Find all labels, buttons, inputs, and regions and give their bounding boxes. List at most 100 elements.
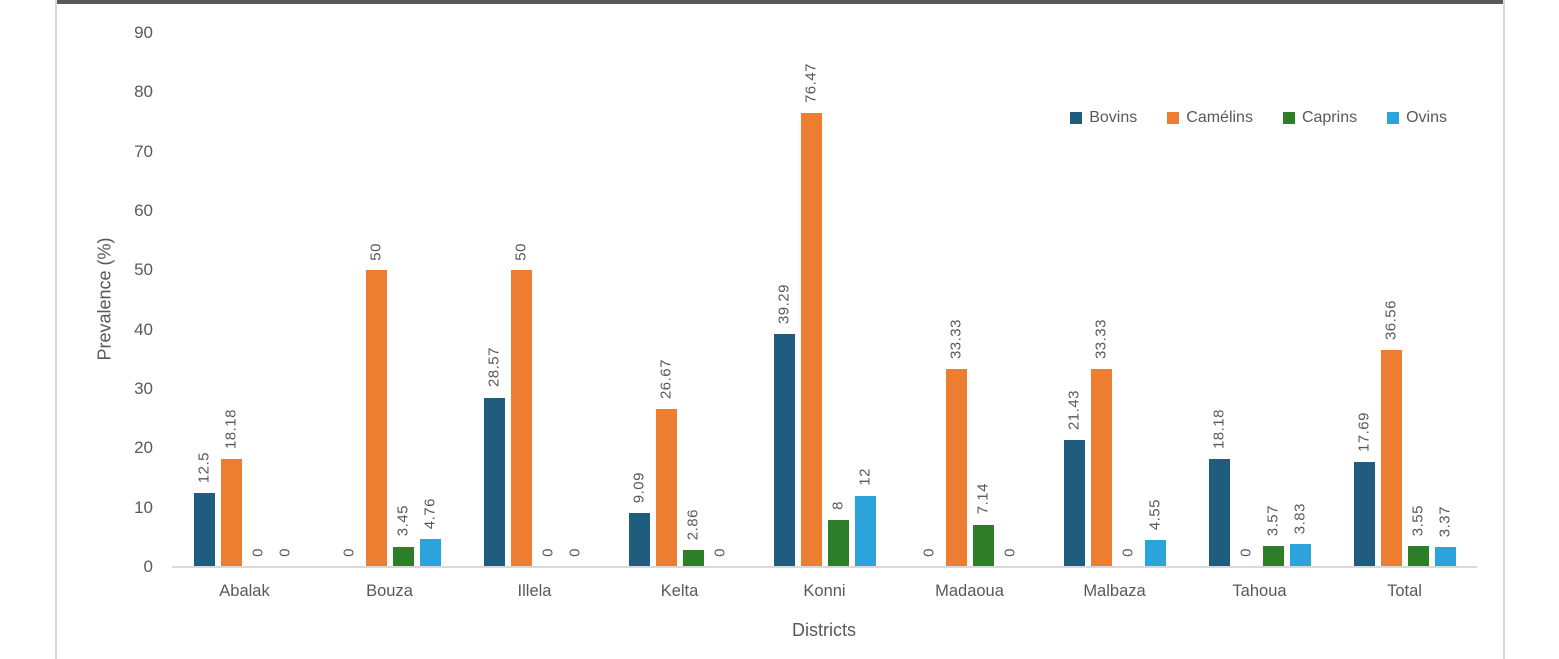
x-tick-label-total: Total [1387, 582, 1422, 600]
legend-item-ovins: Ovins [1387, 109, 1447, 127]
legend-swatch-icon [1167, 112, 1180, 124]
bar-slot: 76.47 [800, 0, 822, 567]
y-tick-label: 80 [134, 82, 153, 102]
data-label: 3.83 [1291, 503, 1309, 535]
data-label: 50 [512, 242, 530, 261]
figure-top-border [55, 0, 1505, 4]
bar-group-abalak: 12.5 18.18 0 0 [193, 0, 296, 567]
data-label: 0 [276, 548, 294, 557]
bar-caprins-bouza [392, 546, 414, 567]
bar-slot: 21.43 [1063, 0, 1085, 567]
data-label: 36.56 [1382, 300, 1400, 341]
bar-slot: 7.14 [972, 0, 994, 567]
y-tick-label: 20 [134, 438, 153, 458]
data-label: 2.86 [684, 508, 702, 541]
data-label: 0 [249, 548, 267, 557]
y-tick-label: 50 [134, 260, 153, 280]
legend-label: Ovins [1406, 109, 1447, 126]
bar-slot: 3.83 [1289, 0, 1311, 567]
bar-group-malbaza: 21.43 33.33 0 4.55 [1063, 0, 1166, 567]
bar-slot: 50 [510, 0, 532, 567]
data-label: 33.33 [1092, 319, 1110, 360]
data-label: 0 [1237, 548, 1255, 557]
bar-camélins-abalak [220, 459, 242, 567]
y-tick-label: 30 [134, 379, 153, 398]
data-label: 18.18 [222, 409, 240, 450]
bar-group-kelta: 9.09 26.67 2.86 0 [628, 0, 731, 567]
data-label: 3.55 [1409, 504, 1427, 536]
data-label: 33.33 [947, 319, 965, 360]
bar-slot: 39.29 [773, 0, 795, 567]
y-tick-label: 10 [134, 497, 153, 517]
bar-ovins-bouza [419, 538, 441, 567]
data-label: 8 [829, 500, 847, 510]
data-label: 18.18 [1210, 409, 1228, 450]
bar-camélins-malbaza [1090, 369, 1112, 567]
x-tick-label-malbaza: Malbaza [1083, 582, 1146, 600]
data-label: 21.43 [1065, 389, 1083, 430]
bar-camélins-total [1380, 350, 1402, 567]
bar-slot: 0 [538, 0, 559, 567]
bar-slot: 12.5 [193, 0, 215, 567]
data-label: 7.14 [974, 483, 992, 515]
bar-slot: 28.57 [483, 0, 505, 567]
bar-bovins-total [1353, 462, 1375, 567]
bar-camélins-kelta [655, 408, 677, 567]
bar-slot: 26.67 [655, 0, 677, 567]
bar-slot: 4.55 [1144, 0, 1166, 567]
bar-slot: 0 [248, 0, 269, 567]
legend-swatch-icon [1387, 112, 1400, 124]
bar-slot: 9.09 [628, 0, 650, 567]
bar-slot: 18.18 [1208, 0, 1230, 567]
bar-bovins-abalak [193, 492, 215, 567]
x-axis-title: Districts [792, 620, 856, 640]
bar-bovins-malbaza [1063, 439, 1085, 567]
bar-bovins-konni [773, 333, 795, 567]
bar-slot: 3.55 [1407, 0, 1429, 567]
bar-slot: 33.33 [945, 0, 967, 567]
data-label: 50 [367, 242, 385, 261]
bar-caprins-kelta [682, 550, 704, 567]
y-axis-title: Prevalence (%) [94, 237, 115, 361]
bar-caprins-madaoua [972, 524, 994, 567]
data-label: 0 [539, 548, 557, 557]
bar-camélins-konni [800, 113, 822, 567]
x-tick-label-kelta: Kelta [660, 582, 699, 600]
y-tick-label: 70 [134, 141, 153, 161]
bar-slot: 36.56 [1380, 0, 1402, 567]
bar-slot: 0 [339, 0, 360, 567]
data-label: 4.76 [421, 497, 439, 529]
bar-slot: 3.37 [1434, 0, 1456, 567]
bar-slot: 0 [1000, 0, 1021, 567]
figure-right-border [1503, 0, 1505, 659]
data-label: 3.37 [1436, 505, 1454, 538]
bar-slot: 50 [365, 0, 387, 567]
y-tick-label: 60 [134, 201, 153, 220]
x-axis-line [172, 566, 1477, 568]
data-label: 0 [1001, 548, 1019, 557]
bar-camélins-bouza [365, 270, 387, 567]
data-label: 39.29 [775, 283, 793, 324]
data-label: 26.67 [657, 358, 675, 399]
bar-slot: 0 [565, 0, 586, 567]
bar-ovins-tahoua [1289, 544, 1311, 567]
bar-ovins-total [1434, 547, 1456, 567]
bar-slot: 0 [1118, 0, 1139, 567]
legend-item-camélins: Camélins [1167, 109, 1253, 127]
bar-slot: 0 [275, 0, 296, 567]
bar-bovins-tahoua [1208, 459, 1230, 567]
bar-caprins-total [1407, 545, 1429, 567]
bar-slot: 4.76 [419, 0, 441, 567]
legend-swatch-icon [1282, 112, 1295, 124]
bar-slot: 8 [827, 0, 849, 567]
data-label: 9.09 [630, 471, 648, 504]
bar-camélins-madaoua [945, 369, 967, 567]
data-label: 76.47 [802, 63, 820, 104]
data-label: 12 [856, 468, 874, 486]
data-label: 0 [920, 548, 938, 557]
bar-slot: 0 [919, 0, 940, 567]
bar-slot: 3.57 [1262, 0, 1284, 567]
x-tick-label-abalak: Abalak [219, 582, 270, 600]
bar-slot: 33.33 [1090, 0, 1112, 567]
